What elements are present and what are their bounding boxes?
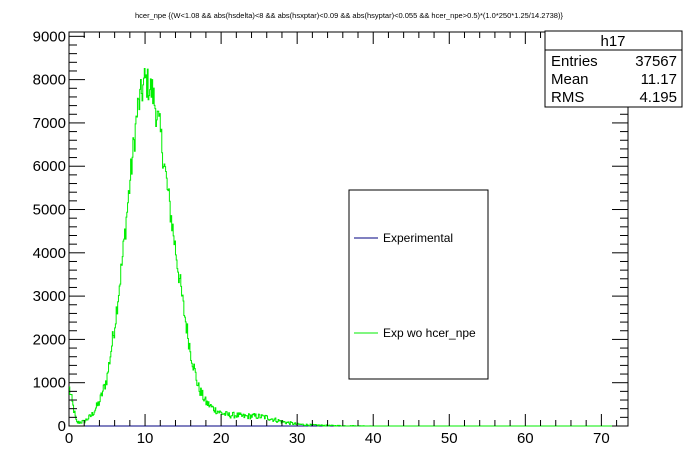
- stats-entries-label: Entries: [551, 53, 598, 70]
- series-line-1: [69, 68, 628, 427]
- legend-frame: [348, 189, 489, 380]
- stats-frame: [544, 30, 683, 108]
- x-tick-label: 50: [441, 430, 458, 447]
- y-axis: 0 1000 2000 3000 4000 5000 6000 7000 8000 9000: [33, 28, 628, 435]
- legend-label-experimental: Experimental: [383, 231, 453, 245]
- x-tick-label: 60: [517, 430, 534, 447]
- legend: Experimental Exp wo hcer_npe: [348, 189, 489, 380]
- y-tick-label: 1000: [33, 375, 66, 392]
- stats-mean-label: Mean: [551, 71, 589, 88]
- y-tick-label: 7000: [33, 115, 66, 132]
- legend-label-exp-wo-hcer-npe: Exp wo hcer_npe: [383, 326, 476, 340]
- stats-rms-value: 4.195: [639, 89, 677, 106]
- series-layer: [69, 68, 628, 427]
- y-tick-label: 4000: [33, 245, 66, 262]
- stats-mean-value: 11.17: [641, 71, 677, 88]
- chart-title: hcer_npe {(W<1.08 && abs(hsdelta)<8 && a…: [135, 11, 563, 20]
- stats-rms-label: RMS: [551, 89, 584, 106]
- y-tick-label: 8000: [33, 72, 66, 89]
- x-tick-label: 30: [289, 430, 306, 447]
- x-axis: 0 10 20 30 40 50 60 70: [65, 32, 618, 447]
- y-tick-label: 3000: [33, 288, 66, 305]
- x-tick-label: 10: [137, 430, 154, 447]
- x-tick-label: 0: [65, 430, 73, 447]
- stats-entries-value: 37567: [635, 53, 677, 70]
- y-tick-label: 6000: [33, 158, 66, 175]
- x-tick-label: 70: [593, 430, 610, 447]
- y-tick-label: 2000: [33, 331, 66, 348]
- stats-title: h17: [600, 33, 625, 50]
- stats-box: h17 Entries 37567 Mean 11.17 RMS 4.195: [544, 30, 683, 108]
- y-tick-label: 9000: [33, 28, 66, 45]
- x-tick-label: 40: [365, 430, 382, 447]
- y-tick-label: 0: [58, 418, 66, 435]
- x-tick-label: 20: [213, 430, 230, 447]
- y-tick-label: 5000: [33, 202, 66, 219]
